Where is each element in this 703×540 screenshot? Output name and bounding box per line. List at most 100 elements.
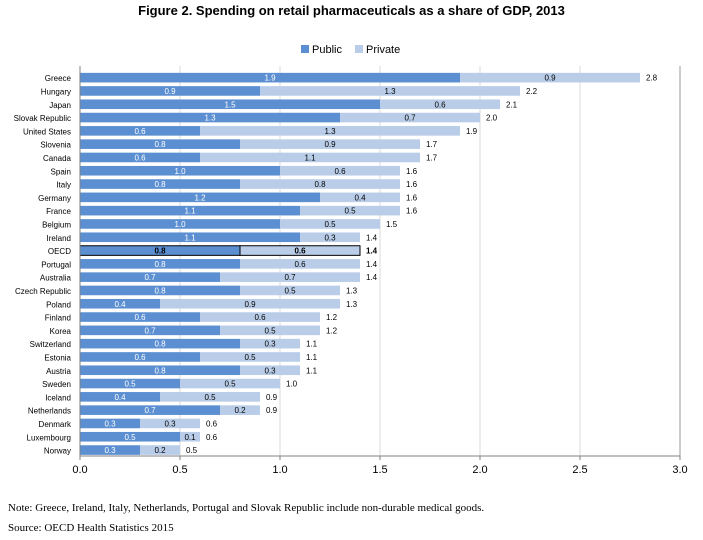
category-label: Japan (49, 101, 71, 110)
bar-private (460, 72, 640, 83)
category-label: OECD (48, 247, 71, 256)
data-label-public: 1.3 (204, 114, 216, 123)
bar-private (180, 431, 200, 442)
x-tick-label: 1.5 (372, 464, 387, 476)
bar-private (200, 352, 300, 362)
bar-public (80, 272, 220, 282)
data-label-public: 0.8 (154, 286, 166, 295)
x-tick-label: 2.0 (472, 464, 487, 476)
data-label-public: 0.8 (154, 260, 166, 269)
category-label: France (46, 207, 71, 216)
data-label-private: 0.6 (254, 313, 266, 322)
data-label-private: 0.5 (344, 207, 356, 216)
category-label: Finland (45, 314, 71, 323)
category-label: Belgium (42, 220, 71, 229)
data-label-private: 0.5 (264, 326, 276, 335)
category-label: Australia (40, 274, 72, 283)
bar-public (80, 72, 460, 83)
data-label-public: 0.3 (104, 419, 116, 428)
x-tick-label: 1.0 (272, 464, 287, 476)
data-label-private: 0.2 (154, 446, 166, 455)
data-label-private: 0.9 (244, 300, 256, 309)
category-label: Switzerland (30, 340, 71, 349)
x-tick-label: 0.5 (172, 464, 187, 476)
data-label-total: 0.6 (206, 433, 218, 442)
data-label-private: 0.7 (284, 273, 296, 282)
data-label-public: 1.0 (174, 167, 186, 176)
data-label-total: 1.1 (306, 353, 318, 362)
data-label-public: 1.0 (174, 220, 186, 229)
data-label-private: 1.3 (384, 87, 396, 96)
data-label-private: 0.9 (544, 74, 556, 83)
bar-private (380, 99, 500, 110)
data-label-total: 0.9 (266, 393, 278, 402)
bar-public (80, 418, 140, 429)
category-label: Hungary (41, 87, 71, 96)
bar-private (280, 165, 400, 176)
data-label-public: 0.8 (154, 366, 166, 375)
data-label-private: 0.6 (334, 167, 346, 176)
chart-note: Note: Greece, Ireland, Italy, Netherland… (8, 502, 485, 514)
data-label-total: 1.6 (406, 167, 418, 176)
category-label: Iceland (45, 393, 71, 402)
data-label-public: 0.8 (154, 140, 166, 149)
data-label-private: 0.3 (264, 340, 276, 349)
data-label-total: 1.4 (366, 233, 378, 242)
data-label-total: 1.3 (346, 300, 358, 309)
category-label: Netherlands (28, 407, 71, 416)
category-label: Spain (51, 167, 71, 176)
bar-private (180, 378, 280, 389)
category-label: Luxembourg (27, 433, 71, 442)
category-label: Slovenia (40, 141, 71, 150)
data-label-private: 0.2 (234, 406, 246, 415)
bar-public (80, 126, 200, 136)
category-label: Slovak Republic (14, 114, 71, 123)
bar-private (220, 325, 320, 336)
data-label-private: 0.5 (204, 393, 216, 402)
data-label-total: 2.2 (526, 87, 538, 96)
category-label: Norway (44, 447, 71, 456)
data-label-private: 1.3 (324, 127, 336, 136)
x-tick-label: 0.0 (72, 464, 87, 476)
bar-private (200, 126, 460, 136)
bar-private (200, 312, 320, 322)
data-label-private: 0.6 (294, 260, 306, 269)
bar-public (80, 139, 240, 149)
bar-private (340, 112, 480, 123)
category-label: Austria (46, 367, 71, 376)
bar-private (240, 338, 300, 349)
bar-public (80, 192, 320, 203)
data-label-total: 1.1 (306, 366, 318, 375)
bar-chart: Public Private Greece 1.9 0.9 2.8 Hungary 0.9 1.… (14, 44, 688, 476)
data-label-public: 1.9 (264, 74, 276, 83)
bar-public (80, 179, 240, 189)
data-label-public: 0.8 (154, 247, 166, 256)
data-label-public: 0.6 (134, 127, 146, 136)
data-label-public: 0.5 (124, 380, 136, 389)
data-label-total: 1.3 (346, 286, 358, 295)
bar-public (80, 392, 160, 402)
legend-label-private: Private (366, 44, 400, 56)
category-label: Greece (45, 74, 72, 83)
data-label-total: 1.4 (366, 247, 378, 256)
bar-private (260, 86, 520, 96)
bar-private (300, 232, 360, 243)
data-label-private: 0.3 (164, 419, 176, 428)
data-label-public: 1.5 (224, 100, 236, 109)
data-label-public: 0.6 (134, 153, 146, 162)
data-label-total: 1.7 (426, 140, 438, 149)
data-label-total: 0.9 (266, 406, 278, 415)
bar-private (239, 245, 361, 256)
data-label-total: 2.0 (486, 114, 498, 123)
data-label-total: 0.5 (186, 446, 198, 455)
category-label: Poland (46, 300, 71, 309)
bar-public (80, 312, 200, 322)
data-label-total: 1.4 (366, 273, 378, 282)
category-label: Denmark (39, 420, 72, 429)
category-label: Ireland (47, 234, 71, 243)
bar-private (160, 298, 340, 309)
data-label-private: 0.5 (224, 380, 236, 389)
data-label-private: 0.9 (324, 140, 336, 149)
data-label-public: 0.7 (144, 406, 156, 415)
data-label-private: 0.6 (294, 247, 306, 256)
